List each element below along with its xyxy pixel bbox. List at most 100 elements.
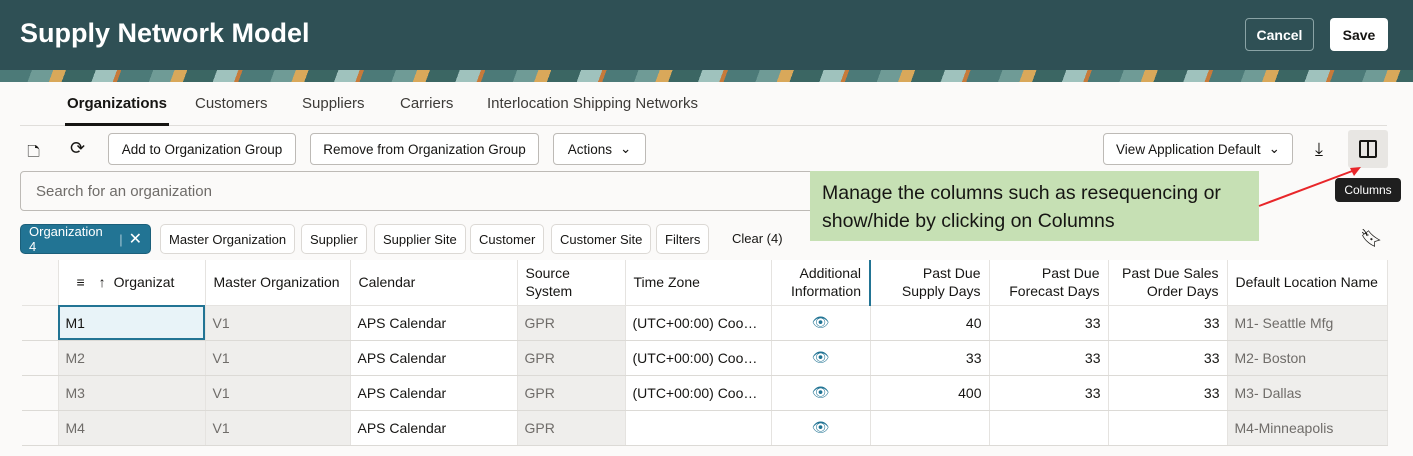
row-header[interactable] — [22, 340, 59, 376]
table-cell[interactable]: (UTC+00:00) Coo… — [625, 375, 772, 411]
table-cell[interactable]: GPR — [517, 375, 626, 411]
view-selector[interactable]: View Application Default ⌄ — [1103, 133, 1293, 165]
table-cell[interactable] — [625, 410, 772, 446]
table-cell[interactable]: GPR — [517, 340, 626, 376]
table-cell[interactable]: GPR — [517, 305, 626, 341]
column-header-label: Source System — [525, 265, 573, 300]
columns-tooltip: Columns — [1335, 178, 1401, 202]
table-cell[interactable]: APS Calendar — [350, 305, 518, 341]
table-cell[interactable]: 400 — [870, 375, 990, 411]
table-cell[interactable]: M2 — [58, 340, 206, 376]
annotation-arrow — [1258, 167, 1361, 207]
filter-chip-supplier-site[interactable]: Supplier Site — [374, 224, 466, 254]
table-cell[interactable]: 33 — [870, 340, 990, 376]
table-cell[interactable]: APS Calendar — [350, 375, 518, 411]
sort-ascending-icon[interactable]: ↑ — [98, 274, 106, 291]
table-cell[interactable]: V1 — [205, 375, 351, 411]
page-title: Supply Network Model — [20, 18, 310, 48]
column-header[interactable]: ≡ ↑ Organizat — [58, 260, 206, 306]
table-row[interactable]: M3 V1 APS Calendar GPR (UTC+00:00) Coo… 👁︎ 400… — [22, 375, 1388, 411]
chip-label: Organization 4 — [29, 224, 103, 254]
table-cell[interactable]: V1 — [205, 340, 351, 376]
view-details-icon[interactable]: 👁︎ — [771, 375, 871, 411]
table-cell[interactable] — [989, 410, 1109, 446]
table-cell[interactable]: M4 — [58, 410, 206, 446]
table-cell[interactable] — [1108, 410, 1228, 446]
tab-organizations[interactable]: Organizations — [64, 95, 170, 126]
filter-chip-organization[interactable]: Organization 4 | ✕ — [20, 224, 151, 254]
search-placeholder: Search for an organization — [36, 182, 212, 200]
table-cell[interactable]: 33 — [1108, 305, 1228, 341]
note-icon[interactable]: 🗅 — [27, 141, 41, 161]
column-header[interactable]: Calendar — [350, 260, 518, 306]
column-header-label: Past Due Supply Days — [901, 265, 981, 300]
tab-suppliers[interactable]: Suppliers — [302, 95, 365, 112]
actions-menu-button[interactable]: Actions ⌄ — [553, 133, 646, 165]
filter-chip-customer-site[interactable]: Customer Site — [551, 224, 652, 254]
table-cell[interactable]: (UTC+00:00) Coo… — [625, 305, 772, 341]
filter-chip-customer[interactable]: Customer — [470, 224, 545, 254]
table-row[interactable]: M2 V1 APS Calendar GPR (UTC+00:00) Coo… 👁︎ 33 3… — [22, 340, 1388, 376]
filters-button[interactable]: Filters — [656, 224, 710, 254]
remove-from-organization-group-button[interactable]: Remove from Organization Group — [310, 133, 539, 165]
filter-icon[interactable]: ≡ — [76, 274, 85, 291]
table-cell[interactable]: M3 — [58, 375, 206, 411]
column-header[interactable]: Default Location Name — [1227, 260, 1388, 306]
table-row[interactable]: M4 V1 APS Calendar GPR 👁︎ M4-Minneapolis — [22, 410, 1388, 446]
view-details-icon[interactable]: 👁︎ — [771, 305, 871, 341]
column-header[interactable]: Past Due Forecast Days — [989, 260, 1109, 306]
tab-interlocation-shipping-networks[interactable]: Interlocation Shipping Networks — [487, 95, 698, 112]
row-header[interactable] — [22, 375, 59, 411]
filter-chip-supplier[interactable]: Supplier — [301, 224, 367, 254]
column-header[interactable]: Master Organization — [205, 260, 351, 306]
column-header[interactable]: Past Due Sales Order Days — [1108, 260, 1228, 306]
row-header-corner — [22, 260, 59, 306]
tab-bar: Organizations Customers Suppliers Carrie… — [20, 82, 1387, 126]
column-header[interactable]: Additional Information — [771, 260, 871, 306]
table-cell[interactable] — [870, 410, 990, 446]
table-cell[interactable]: 40 — [870, 305, 990, 341]
cancel-button[interactable]: Cancel — [1245, 18, 1314, 51]
row-header[interactable] — [22, 410, 59, 446]
table-cell[interactable]: M1 — [58, 305, 206, 341]
table-cell[interactable]: GPR — [517, 410, 626, 446]
clear-filters-link[interactable]: Clear (4) — [732, 231, 783, 246]
column-header[interactable]: Source System — [517, 260, 626, 306]
table-cell[interactable]: 33 — [989, 340, 1109, 376]
annotation-callout: Manage the columns such as resequencing … — [810, 171, 1259, 241]
app-header — [0, 0, 1413, 70]
bookmark-icon[interactable]: 🔖︎ — [1360, 228, 1383, 248]
table-cell[interactable]: (UTC+00:00) Coo… — [625, 340, 772, 376]
table-cell[interactable]: M1- Seattle Mfg — [1227, 305, 1388, 341]
refresh-icon[interactable]: ⟳ — [70, 138, 86, 158]
column-header[interactable]: Time Zone — [625, 260, 772, 306]
table-cell[interactable]: M4-Minneapolis — [1227, 410, 1388, 446]
table-cell[interactable]: M2- Boston — [1227, 340, 1388, 376]
view-details-icon[interactable]: 👁︎ — [771, 340, 871, 376]
column-header-label: Calendar — [358, 274, 416, 291]
chevron-down-icon: ⌄ — [619, 141, 632, 156]
table-row[interactable]: M1 V1 APS Calendar GPR (UTC+00:00) Coo… 👁︎ 40 3… — [22, 305, 1388, 341]
table-cell[interactable]: M3- Dallas — [1227, 375, 1388, 411]
tab-customers[interactable]: Customers — [195, 95, 268, 112]
table-cell[interactable]: APS Calendar — [350, 410, 518, 446]
column-header[interactable]: Past Due Supply Days — [870, 260, 990, 306]
tab-carriers[interactable]: Carriers — [400, 95, 454, 112]
row-header[interactable] — [22, 305, 59, 341]
view-details-icon[interactable]: 👁︎ — [771, 410, 871, 446]
save-button[interactable]: Save — [1330, 18, 1388, 51]
table-cell[interactable]: 33 — [1108, 375, 1228, 411]
columns-button[interactable] — [1348, 130, 1388, 168]
table-cell[interactable]: V1 — [205, 410, 351, 446]
table-cell[interactable]: APS Calendar — [350, 340, 518, 376]
table-cell[interactable]: V1 — [205, 305, 351, 341]
download-icon[interactable]: ⤓ — [1315, 139, 1323, 159]
filter-chip-master-organization[interactable]: Master Organization — [160, 224, 296, 254]
organizations-table: ≡ ↑ Organizat Master Organization Calendar So… — [22, 260, 1388, 446]
column-header-label: Past Due Sales Order Days — [1122, 265, 1219, 300]
table-cell[interactable]: 33 — [1108, 340, 1228, 376]
add-to-organization-group-button[interactable]: Add to Organization Group — [108, 133, 296, 165]
table-cell[interactable]: 33 — [989, 375, 1109, 411]
table-cell[interactable]: 33 — [989, 305, 1109, 341]
close-icon[interactable]: ✕ — [128, 231, 142, 248]
